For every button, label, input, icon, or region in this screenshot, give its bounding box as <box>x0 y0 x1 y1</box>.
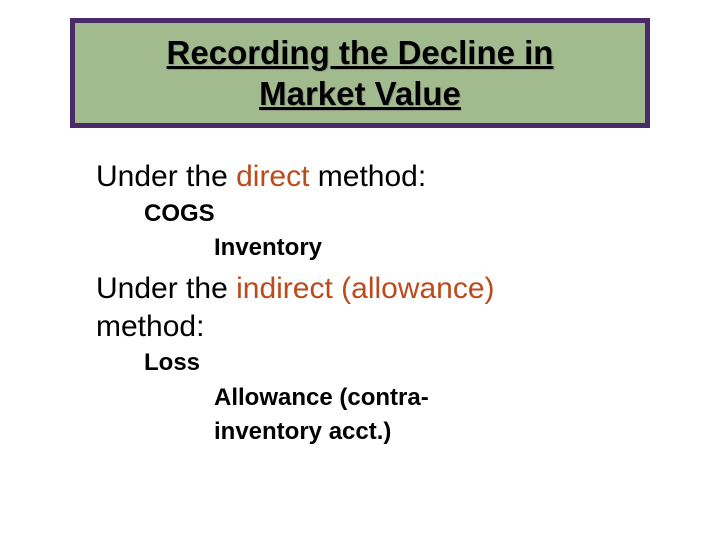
method-1-credit: Inventory <box>214 232 656 264</box>
method-1-suffix: method: <box>309 160 426 193</box>
slide-body: Under the direct method: COGS Inventory … <box>96 152 656 450</box>
method-1-heading: Under the direct method: <box>96 158 656 196</box>
title-line-2: Market Value <box>259 75 461 112</box>
method-2-keyword: indirect (allowance) <box>236 272 494 305</box>
method-1-debit: COGS <box>144 198 656 230</box>
method-2-heading: Under the indirect (allowance) method: <box>96 270 656 345</box>
method-2-debit: Loss <box>144 347 656 379</box>
slide-title: Recording the Decline in Market Value <box>167 32 554 115</box>
title-box: Recording the Decline in Market Value <box>70 18 650 128</box>
title-line-1: Recording the Decline in <box>167 34 554 71</box>
method-2-credit-line-1: Allowance (contra- <box>214 382 656 414</box>
slide: Recording the Decline in Market Value Un… <box>0 0 720 540</box>
method-2-suffix: method: <box>96 310 204 343</box>
method-2-credit-line-2: inventory acct.) <box>214 416 656 448</box>
method-1-prefix: Under the <box>96 160 236 193</box>
method-2-prefix: Under the <box>96 272 236 305</box>
method-1-keyword: direct <box>236 160 309 193</box>
